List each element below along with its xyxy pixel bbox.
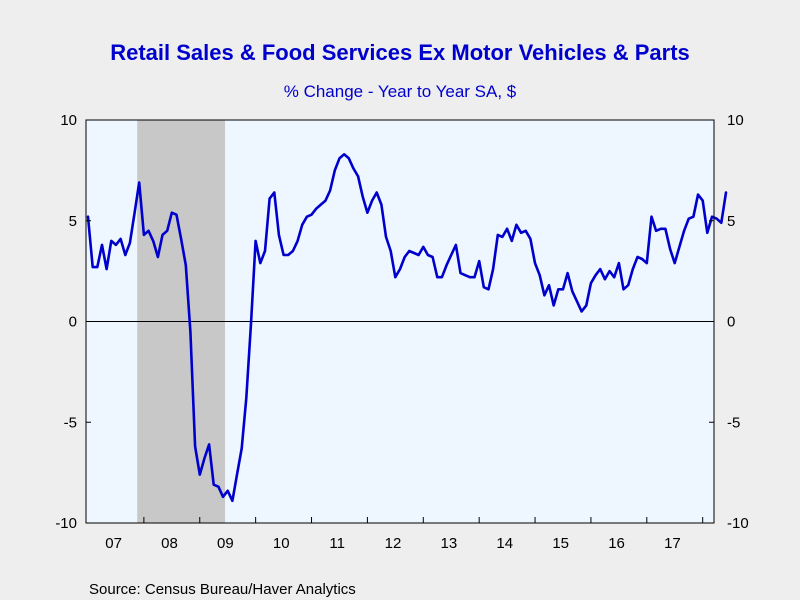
series-layer <box>86 153 728 503</box>
source-note: Source: Census Bureau/Haver Analytics <box>89 581 356 598</box>
y-tick-label-left: -10 <box>55 515 77 532</box>
x-tick-label: 13 <box>441 535 458 552</box>
y-tick-label-left: 10 <box>60 112 77 129</box>
chart-subtitle: % Change - Year to Year SA, $ <box>284 82 517 101</box>
y-tick-label-right: -5 <box>727 414 740 431</box>
x-tick-label: 17 <box>664 535 681 552</box>
y-tick-label-right: 5 <box>727 213 735 230</box>
x-tick-label: 14 <box>496 535 513 552</box>
x-tick-label: 10 <box>273 535 290 552</box>
x-tick-label: 15 <box>552 535 569 552</box>
y-tick-label-right: 0 <box>727 314 735 331</box>
x-tick-label: 07 <box>105 535 122 552</box>
y-axis-right: 10 5 0 -5 -10 <box>709 112 749 532</box>
y-tick-label-left: -5 <box>64 414 77 431</box>
x-axis: 07 08 09 10 11 12 13 14 15 16 17 <box>105 517 704 552</box>
x-tick-label: 08 <box>161 535 178 552</box>
y-tick-label-left: 0 <box>69 314 77 331</box>
x-tick-label: 12 <box>385 535 402 552</box>
chart-title: Retail Sales & Food Services Ex Motor Ve… <box>110 40 690 65</box>
y-tick-label-right: 10 <box>727 112 744 129</box>
y-tick-label-right: -10 <box>727 515 749 532</box>
y-tick-label-left: 5 <box>69 213 77 230</box>
series-line <box>86 153 728 503</box>
x-tick-label: 09 <box>217 535 234 552</box>
x-tick-label: 11 <box>329 535 345 552</box>
y-axis-left: 10 5 0 -5 -10 <box>55 112 91 532</box>
x-tick-label: 16 <box>608 535 625 552</box>
